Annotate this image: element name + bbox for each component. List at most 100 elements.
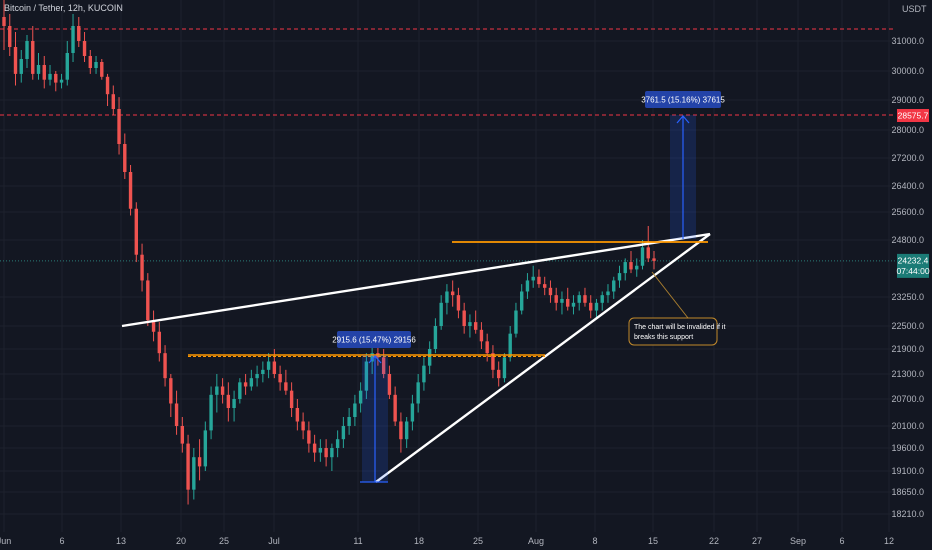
candle-body [629, 262, 633, 270]
candle-body [404, 421, 409, 440]
candle-body [117, 109, 121, 144]
candle-body [589, 302, 593, 311]
candle-body [48, 73, 52, 80]
candle-body [307, 430, 311, 444]
candle-body [514, 310, 518, 334]
candle-body [220, 386, 225, 395]
candle-body [8, 26, 12, 47]
candle-body [312, 443, 317, 453]
candle-body [623, 262, 627, 274]
candle-body [387, 374, 392, 395]
candle-body [59, 79, 64, 83]
y-tick-label: 19600.0 [891, 443, 924, 453]
x-tick-label: 6 [839, 536, 844, 546]
candle-body [554, 295, 558, 303]
measure-label-bg-1 [337, 331, 411, 348]
note-box [628, 317, 718, 346]
candle-body [358, 390, 363, 404]
candle-body [640, 247, 645, 266]
candle-body [88, 56, 92, 68]
candle-body [295, 408, 300, 422]
x-tick-label: 15 [648, 536, 658, 546]
candle-body [370, 353, 374, 362]
candle-body [105, 76, 110, 95]
y-tick-label: 20700.0 [891, 394, 924, 404]
candle-body [186, 443, 190, 490]
x-tick-label: Jun [0, 536, 11, 546]
candle-body [203, 430, 208, 467]
candle-body [491, 353, 495, 370]
y-tick-label: 31000.0 [891, 36, 924, 46]
y-tick-label: 22500.0 [891, 321, 924, 331]
note-text-line-2: breaks this support [634, 334, 693, 341]
x-tick-label: Sep [790, 536, 806, 546]
candle-body [583, 295, 587, 303]
price-axis[interactable]: 31000.0 30000.0 29000.0 28000.0 27200.0 26400… [891, 36, 929, 519]
candle-body [19, 59, 23, 74]
candle-body [100, 62, 104, 77]
candle-body [606, 291, 610, 296]
candle-body [261, 369, 265, 374]
x-tick-label: 22 [709, 536, 719, 546]
candle-body [399, 421, 403, 440]
candle-body [450, 291, 455, 296]
measure-arrowhead-1 [368, 355, 382, 364]
candle-body [439, 302, 443, 326]
candle-body [560, 298, 564, 303]
candle-body [646, 247, 650, 259]
candle-body [416, 382, 420, 404]
candle-body [364, 361, 369, 391]
candle-body [31, 41, 35, 74]
currency-label: USDT [902, 4, 927, 14]
red-level-price-tag: 28575.7 [898, 111, 929, 121]
candle-body [525, 280, 530, 292]
candle-body [566, 298, 570, 307]
candle-body [65, 53, 69, 80]
x-tick-label: 18 [414, 536, 424, 546]
candle-body [335, 439, 340, 448]
y-tick-label: 21900.0 [891, 344, 924, 354]
time-axis[interactable]: Jun 6 13 20 25 Jul 11 18 25 Aug 8 15 22 27 Sep 6 12 [0, 536, 894, 546]
candle-body [445, 291, 449, 303]
candle-body [456, 295, 461, 311]
red-level-price-tag-bg [897, 109, 929, 122]
candle-body [410, 403, 415, 422]
y-tick-label: 24800.0 [891, 235, 924, 245]
y-tick-label: 29000.0 [891, 95, 924, 105]
x-tick-label: 8 [592, 536, 597, 546]
candle-body [531, 276, 535, 281]
chart-title: Bitcoin / Tether, 12h, KUCOIN [4, 3, 123, 13]
candle-body [548, 287, 553, 296]
measure-label-bg-2 [645, 91, 721, 108]
candle-body [255, 374, 259, 379]
y-tick-label: 20100.0 [891, 421, 924, 431]
note-text-line-1: The chart will be invalided if it [634, 324, 725, 331]
candle-body [25, 41, 29, 59]
candle-body [278, 374, 282, 383]
candle-body [502, 357, 507, 379]
x-tick-label: 25 [473, 536, 483, 546]
x-tick-label: 20 [176, 536, 186, 546]
last-price-tag: 24232.4 [898, 255, 929, 265]
candle-body [289, 390, 294, 408]
candle-body [468, 322, 472, 326]
candle-body [485, 341, 489, 354]
candle-body [36, 65, 41, 74]
candle-body [134, 208, 139, 255]
x-tick-label: Jul [268, 536, 280, 546]
candle-body [174, 403, 179, 426]
candle-body [157, 331, 162, 354]
candle-body [318, 448, 323, 453]
candle-body [197, 457, 202, 467]
candle-body [341, 426, 346, 440]
candle-body [652, 258, 656, 261]
y-tick-label: 28000.0 [891, 125, 924, 135]
candle-body [612, 280, 616, 292]
candle-body [94, 62, 98, 68]
countdown-tag: 07:44:00 [896, 266, 929, 276]
candle-body [519, 291, 524, 311]
x-tick-label: 13 [116, 536, 126, 546]
x-tick-label: 11 [353, 536, 362, 546]
